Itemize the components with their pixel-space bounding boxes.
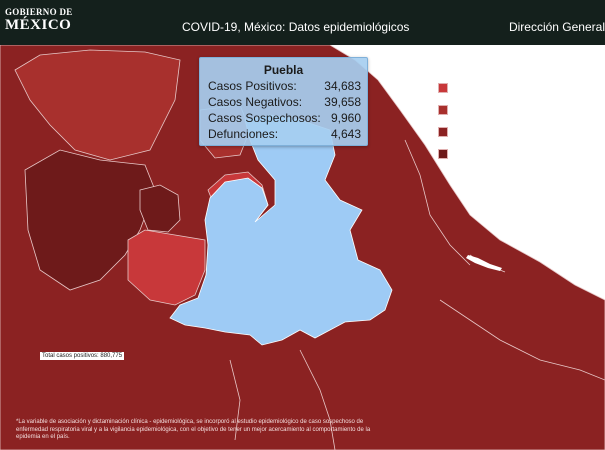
tooltip-label: Defunciones: — [208, 127, 279, 141]
tooltip-value: 34,683 — [324, 79, 361, 93]
legend-count: (2 estados) — [522, 150, 553, 156]
legend-range: 20001 a 80000 — [462, 128, 503, 134]
state-region-puebla[interactable] — [169, 114, 393, 346]
tooltip-value: 9,960 — [330, 111, 361, 125]
logo-line-2: MÉXICO — [5, 17, 72, 33]
tooltip-row-negativos: Casos Negativos: 39,658 — [200, 95, 367, 111]
legend-count: (8 estados) — [522, 84, 553, 90]
legend-count: (16 estados) — [522, 128, 556, 134]
tooltip-state-name: Puebla — [263, 63, 304, 77]
legend-title: Número de Casos Positivos — [452, 55, 527, 61]
state-region-nw[interactable] — [14, 49, 181, 161]
legend-item-1[interactable]: 5001 a 10000 (8 estados) — [430, 83, 600, 95]
legend-swatch — [438, 127, 448, 137]
header-bar: GOBIERNO DE MÉXICO COVID-19, México: Dat… — [0, 0, 605, 45]
coastal-lagoon — [466, 255, 502, 271]
legend-swatch — [438, 83, 448, 93]
legend-range: 5001 a 10000 — [462, 84, 499, 90]
legend-count: (6 estados) — [522, 106, 553, 112]
tooltip-label: Casos Positivos: — [208, 79, 297, 93]
tooltip-value: 39,658 — [324, 95, 361, 109]
tooltip-label: Casos Negativos: — [208, 95, 303, 109]
legend-item-4[interactable]: >80000 (2 estados) — [430, 149, 600, 161]
tooltip-value: 4,643 — [330, 127, 361, 141]
tooltip-label: Casos Sospechosos: — [208, 111, 321, 125]
legend-range: 10001 a 20000 — [462, 106, 503, 112]
legend-swatch — [438, 149, 448, 159]
footnote-text: *La variable de asociación y dictaminaci… — [16, 419, 371, 440]
agency-title: Dirección General — [508, 20, 605, 34]
legend-range: >80000 — [462, 150, 483, 156]
state-region-small-dark[interactable] — [139, 184, 181, 233]
tooltip-row-sospechosos: Casos Sospechosos: 9,960 — [200, 111, 367, 127]
legend-item-2[interactable]: 10001 a 20000 (6 estados) — [430, 105, 600, 117]
total-positive-cases: Total casos positivos: 880,775 — [40, 352, 125, 360]
logo-line-1: GOBIERNO DE — [5, 7, 73, 17]
state-tooltip: Puebla Casos Positivos: 34,683 Casos Neg… — [199, 57, 368, 146]
gobierno-logo[interactable]: GOBIERNO DE MÉXICO — [5, 8, 73, 33]
page-title: COVID-19, México: Datos epidemiológicos — [182, 20, 410, 34]
tooltip-row-defunciones: Defunciones: 4,643 — [200, 127, 367, 143]
state-region-red-west[interactable] — [127, 229, 206, 306]
tooltip-row-positivos: Casos Positivos: 34,683 — [200, 79, 367, 95]
legend-item-3[interactable]: 20001 a 80000 (16 estados) — [430, 127, 600, 139]
legend-swatch — [438, 105, 448, 115]
state-border-lines — [229, 139, 605, 450]
